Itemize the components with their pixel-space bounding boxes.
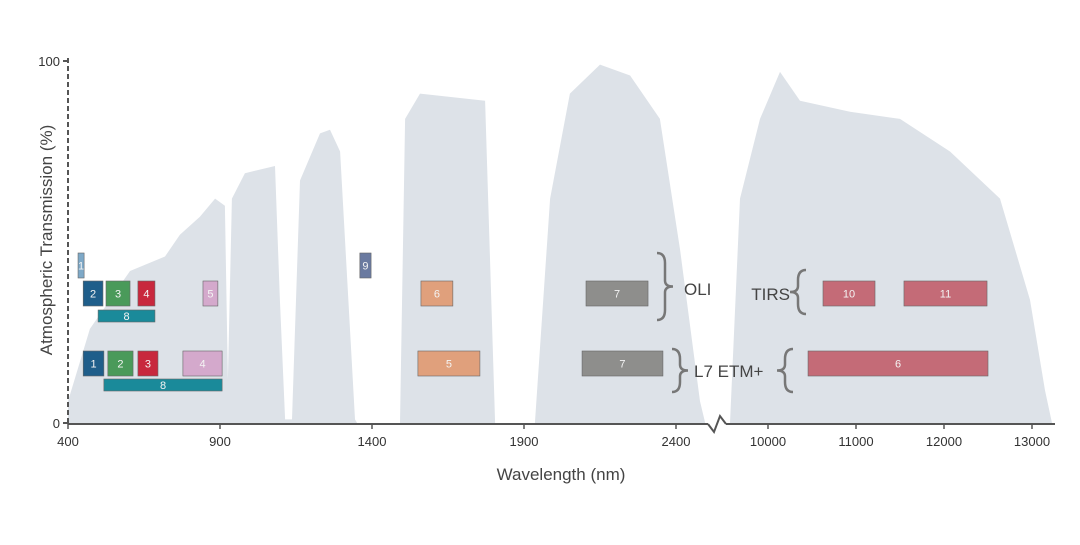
band-l7-etm--1: [82, 350, 105, 377]
band-label: 2: [90, 289, 96, 301]
tirs-brace: [789, 268, 807, 316]
tirs-label: TIRS: [751, 285, 790, 304]
band-l7-etm--2: [107, 350, 134, 377]
band-l7-etm--4: [182, 350, 223, 377]
band-label: 4: [199, 359, 205, 371]
etm-label: L7 ETM+: [694, 362, 764, 381]
band-oli-7: [585, 280, 649, 307]
band-label: 10: [843, 289, 855, 301]
transmission-area: [68, 64, 1052, 424]
band-oli-9: [359, 252, 372, 279]
band-label: 7: [619, 359, 625, 371]
band-label: 4: [143, 289, 149, 301]
band-l7-etm--6: [807, 350, 989, 377]
band-l7-etm--8: [103, 378, 223, 392]
x-tick-label: 13000: [1014, 434, 1050, 449]
band-label: 1: [78, 261, 84, 273]
axes: 0 100 400 900 1400 1900 2400 10000 11000 12000 130…: [38, 54, 1055, 449]
transmission-curve: [730, 71, 1052, 424]
x-tick-label: 400: [57, 434, 79, 449]
band-tirs-10: [822, 280, 876, 307]
band-label: 7: [614, 289, 620, 301]
band-oli-2: [82, 280, 104, 307]
band-l7-etm--7: [581, 350, 664, 377]
band-label: 3: [115, 289, 121, 301]
band-l7-etm--3: [137, 350, 159, 377]
y-tick-label: 100: [38, 54, 60, 69]
band-oli-4: [137, 280, 156, 307]
band-label: 1: [90, 359, 96, 371]
x-tick-label: 12000: [926, 434, 962, 449]
axis-break-mark: [707, 413, 727, 435]
band-l7-etm--5: [417, 350, 481, 377]
oli-brace: [656, 251, 674, 322]
band-oli-1: [77, 252, 85, 279]
band-label: 8: [123, 311, 129, 323]
oli-label: OLI: [684, 280, 711, 299]
band-label: 3: [145, 359, 151, 371]
band-label: 6: [434, 289, 440, 301]
y-tick-label: 0: [53, 416, 60, 431]
x-tick-label: 1900: [510, 434, 539, 449]
band-oli-8: [97, 309, 156, 323]
etm-thermal-brace: [776, 347, 794, 394]
band-label: 5: [446, 359, 452, 371]
x-axis-label: Wavelength (nm): [497, 465, 626, 484]
etm-brace: [671, 347, 689, 394]
x-tick-label: 11000: [838, 434, 873, 449]
band-oli-6: [420, 280, 454, 307]
band-label: 5: [207, 289, 213, 301]
band-label: 9: [362, 261, 368, 273]
x-tick-label: 1400: [358, 434, 387, 449]
band-label: 6: [895, 359, 901, 371]
transmission-curve: [68, 64, 706, 423]
band-label: 11: [940, 289, 951, 301]
x-tick-label: 900: [209, 434, 231, 449]
x-tick-label: 2400: [662, 434, 691, 449]
y-axis-label: Atmospheric Transmission (%): [37, 125, 56, 356]
band-label: 2: [117, 359, 123, 371]
x-tick-label: 10000: [750, 434, 786, 449]
band-label: 8: [160, 380, 166, 392]
band-oli-3: [105, 280, 131, 307]
band-tirs-11: [903, 280, 988, 307]
band-oli-5: [202, 280, 219, 307]
